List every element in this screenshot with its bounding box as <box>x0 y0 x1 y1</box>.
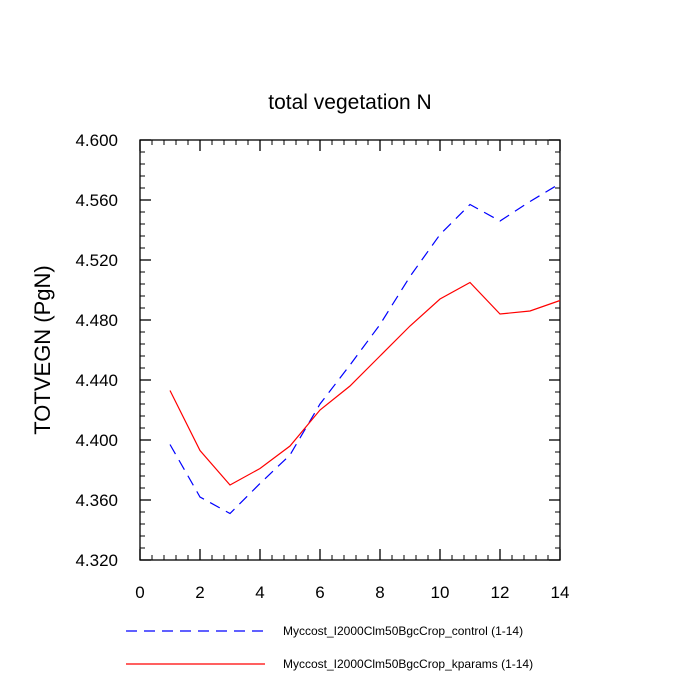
plot-frame <box>139 139 561 561</box>
y-tick-label: 4.600 <box>75 131 118 150</box>
x-tick-label: 4 <box>255 583 264 602</box>
y-tick-label: 4.560 <box>75 191 118 210</box>
x-tick-label: 14 <box>551 583 570 602</box>
axis-ticks <box>139 139 561 561</box>
y-tick-label: 4.320 <box>75 551 118 570</box>
y-tick-label: 4.400 <box>75 431 118 450</box>
y-tick-label: 4.480 <box>75 311 118 330</box>
chart-title: total vegetation N <box>268 91 431 114</box>
y-axis-label: TOTVEGN (PgN) <box>30 265 55 435</box>
series-line-kparams <box>169 281 561 486</box>
legend-label: Myccost_I2000Clm50BgcCrop_control (1-14) <box>283 624 523 638</box>
plot-border <box>139 139 561 561</box>
y-tick-label: 4.520 <box>75 251 118 270</box>
y-tick-label: 4.360 <box>75 491 118 510</box>
data-series <box>169 182 561 515</box>
x-tick-label: 8 <box>375 583 384 602</box>
x-tick-label: 10 <box>431 583 450 602</box>
x-tick-label: 0 <box>135 583 144 602</box>
x-tick-label: 12 <box>491 583 510 602</box>
legend-label: Myccost_I2000Clm50BgcCrop_kparams (1-14) <box>283 657 533 671</box>
y-tick-label: 4.440 <box>75 371 118 390</box>
x-tick-label: 2 <box>195 583 204 602</box>
legend: Myccost_I2000Clm50BgcCrop_control (1-14)… <box>126 624 533 671</box>
tick-labels: 0 2 4 6 8 10 12 14 4.320 4.360 4.400 4.440 4.480 4.52… <box>75 131 569 602</box>
x-tick-label: 6 <box>315 583 324 602</box>
series-line-control <box>169 182 561 515</box>
